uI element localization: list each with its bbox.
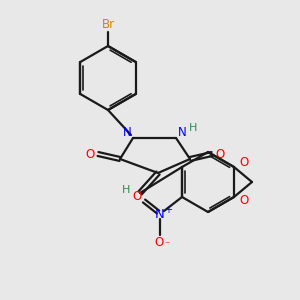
Text: N: N (123, 127, 131, 140)
Text: N: N (178, 127, 186, 140)
Text: H: H (122, 185, 130, 195)
Text: ⁻: ⁻ (164, 240, 169, 250)
Text: Br: Br (101, 19, 115, 32)
Text: O: O (239, 157, 249, 169)
Text: N: N (155, 208, 165, 221)
Text: O: O (154, 236, 164, 248)
Text: H: H (189, 123, 197, 133)
Text: O: O (239, 194, 249, 208)
Text: O: O (132, 190, 142, 202)
Text: O: O (85, 148, 94, 160)
Text: +: + (164, 205, 172, 215)
Text: O: O (215, 148, 225, 160)
